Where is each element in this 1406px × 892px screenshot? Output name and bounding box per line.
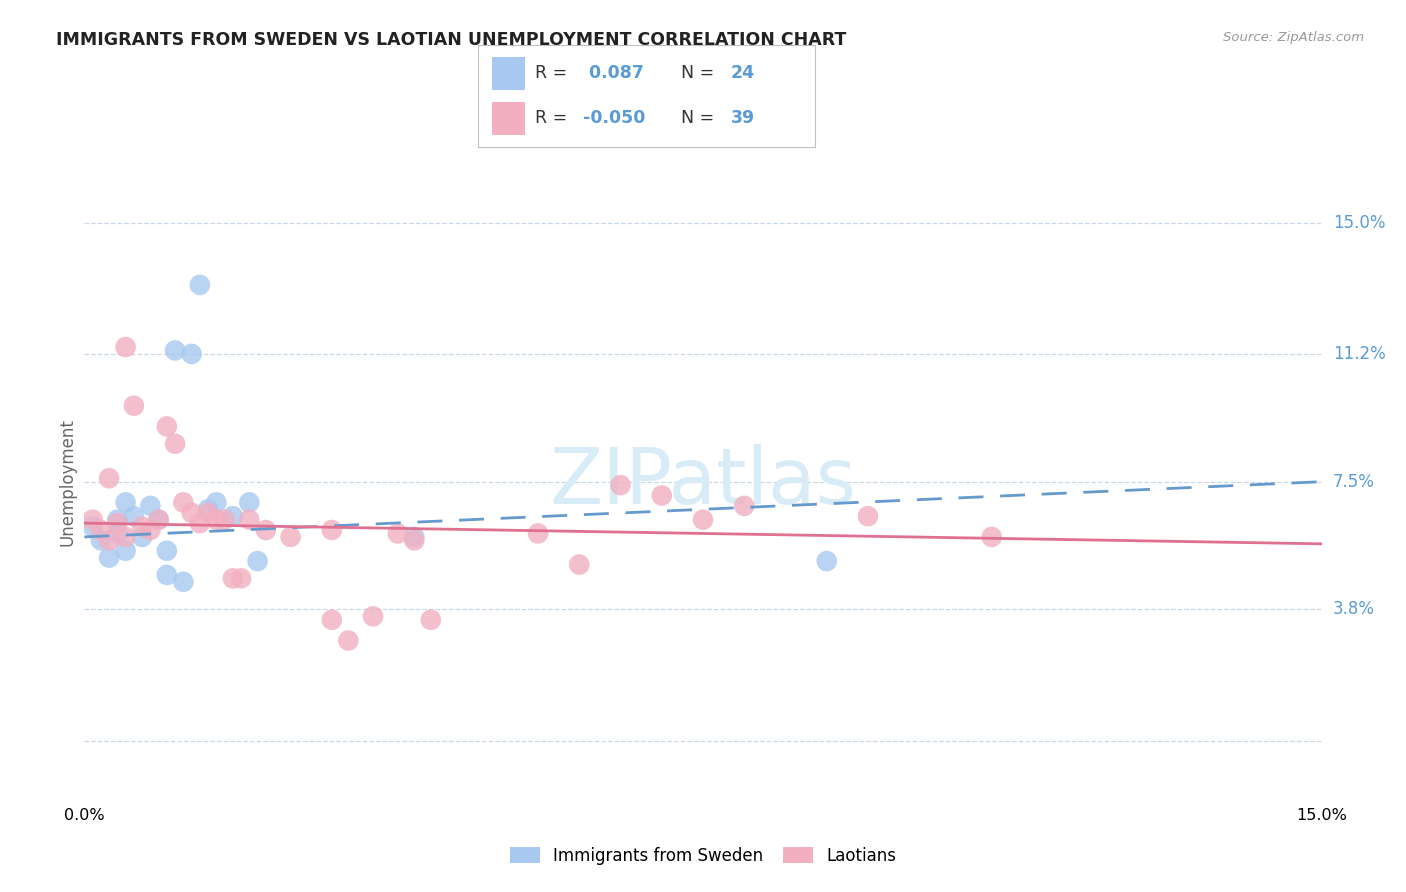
Text: 24: 24 — [731, 64, 755, 82]
Point — [568, 558, 591, 572]
Point — [122, 399, 145, 413]
Text: R =: R = — [536, 64, 574, 82]
Point — [156, 543, 179, 558]
Point — [419, 613, 441, 627]
Point — [692, 513, 714, 527]
Point — [337, 633, 360, 648]
Point — [139, 523, 162, 537]
Point — [114, 495, 136, 509]
Point — [105, 526, 128, 541]
Point — [98, 550, 121, 565]
Text: 7.5%: 7.5% — [1333, 473, 1375, 491]
Point — [165, 343, 187, 358]
Point — [131, 519, 153, 533]
Point — [205, 495, 228, 509]
Legend: Immigrants from Sweden, Laotians: Immigrants from Sweden, Laotians — [503, 840, 903, 871]
Text: 3.8%: 3.8% — [1333, 600, 1375, 618]
Point — [172, 574, 194, 589]
Point — [165, 436, 187, 450]
Text: R =: R = — [536, 110, 574, 128]
Text: 11.2%: 11.2% — [1333, 345, 1385, 363]
Point — [90, 523, 112, 537]
Point — [180, 347, 202, 361]
Text: IMMIGRANTS FROM SWEDEN VS LAOTIAN UNEMPLOYMENT CORRELATION CHART: IMMIGRANTS FROM SWEDEN VS LAOTIAN UNEMPL… — [56, 31, 846, 49]
Point — [172, 495, 194, 509]
Point — [387, 526, 409, 541]
Point — [105, 516, 128, 530]
Text: -0.050: -0.050 — [582, 110, 645, 128]
Y-axis label: Unemployment: Unemployment — [58, 417, 76, 546]
Point — [82, 513, 104, 527]
Point — [733, 499, 755, 513]
Text: 39: 39 — [731, 110, 755, 128]
Text: Source: ZipAtlas.com: Source: ZipAtlas.com — [1223, 31, 1364, 45]
Point — [980, 530, 1002, 544]
Point — [114, 340, 136, 354]
Text: ZIPatlas: ZIPatlas — [550, 443, 856, 520]
Point — [404, 530, 426, 544]
Point — [222, 509, 245, 524]
Point — [180, 506, 202, 520]
Point — [114, 530, 136, 544]
Point — [98, 471, 121, 485]
Text: N =: N = — [681, 64, 720, 82]
Point — [214, 513, 236, 527]
Point — [188, 277, 211, 292]
Point — [131, 530, 153, 544]
Point — [238, 513, 260, 527]
FancyBboxPatch shape — [492, 57, 526, 90]
Point — [527, 526, 550, 541]
Point — [114, 543, 136, 558]
Point — [90, 533, 112, 548]
FancyBboxPatch shape — [492, 102, 526, 135]
Point — [321, 523, 343, 537]
Point — [122, 509, 145, 524]
Point — [139, 499, 162, 513]
Point — [280, 530, 302, 544]
Point — [246, 554, 269, 568]
Point — [156, 568, 179, 582]
Point — [148, 513, 170, 527]
Point — [609, 478, 631, 492]
Point — [197, 502, 219, 516]
Point — [205, 513, 228, 527]
Point — [148, 513, 170, 527]
Point — [254, 523, 277, 537]
Point — [222, 571, 245, 585]
Point — [321, 613, 343, 627]
Point — [229, 571, 252, 585]
Point — [815, 554, 838, 568]
Point — [98, 533, 121, 548]
Text: 0.087: 0.087 — [582, 64, 644, 82]
Point — [361, 609, 384, 624]
Text: N =: N = — [681, 110, 720, 128]
Point — [188, 516, 211, 530]
Point — [197, 506, 219, 520]
Point — [238, 495, 260, 509]
Point — [404, 533, 426, 548]
Point — [651, 488, 673, 502]
Point — [856, 509, 879, 524]
Point — [105, 513, 128, 527]
Point — [82, 519, 104, 533]
Text: 15.0%: 15.0% — [1333, 214, 1385, 232]
Point — [156, 419, 179, 434]
